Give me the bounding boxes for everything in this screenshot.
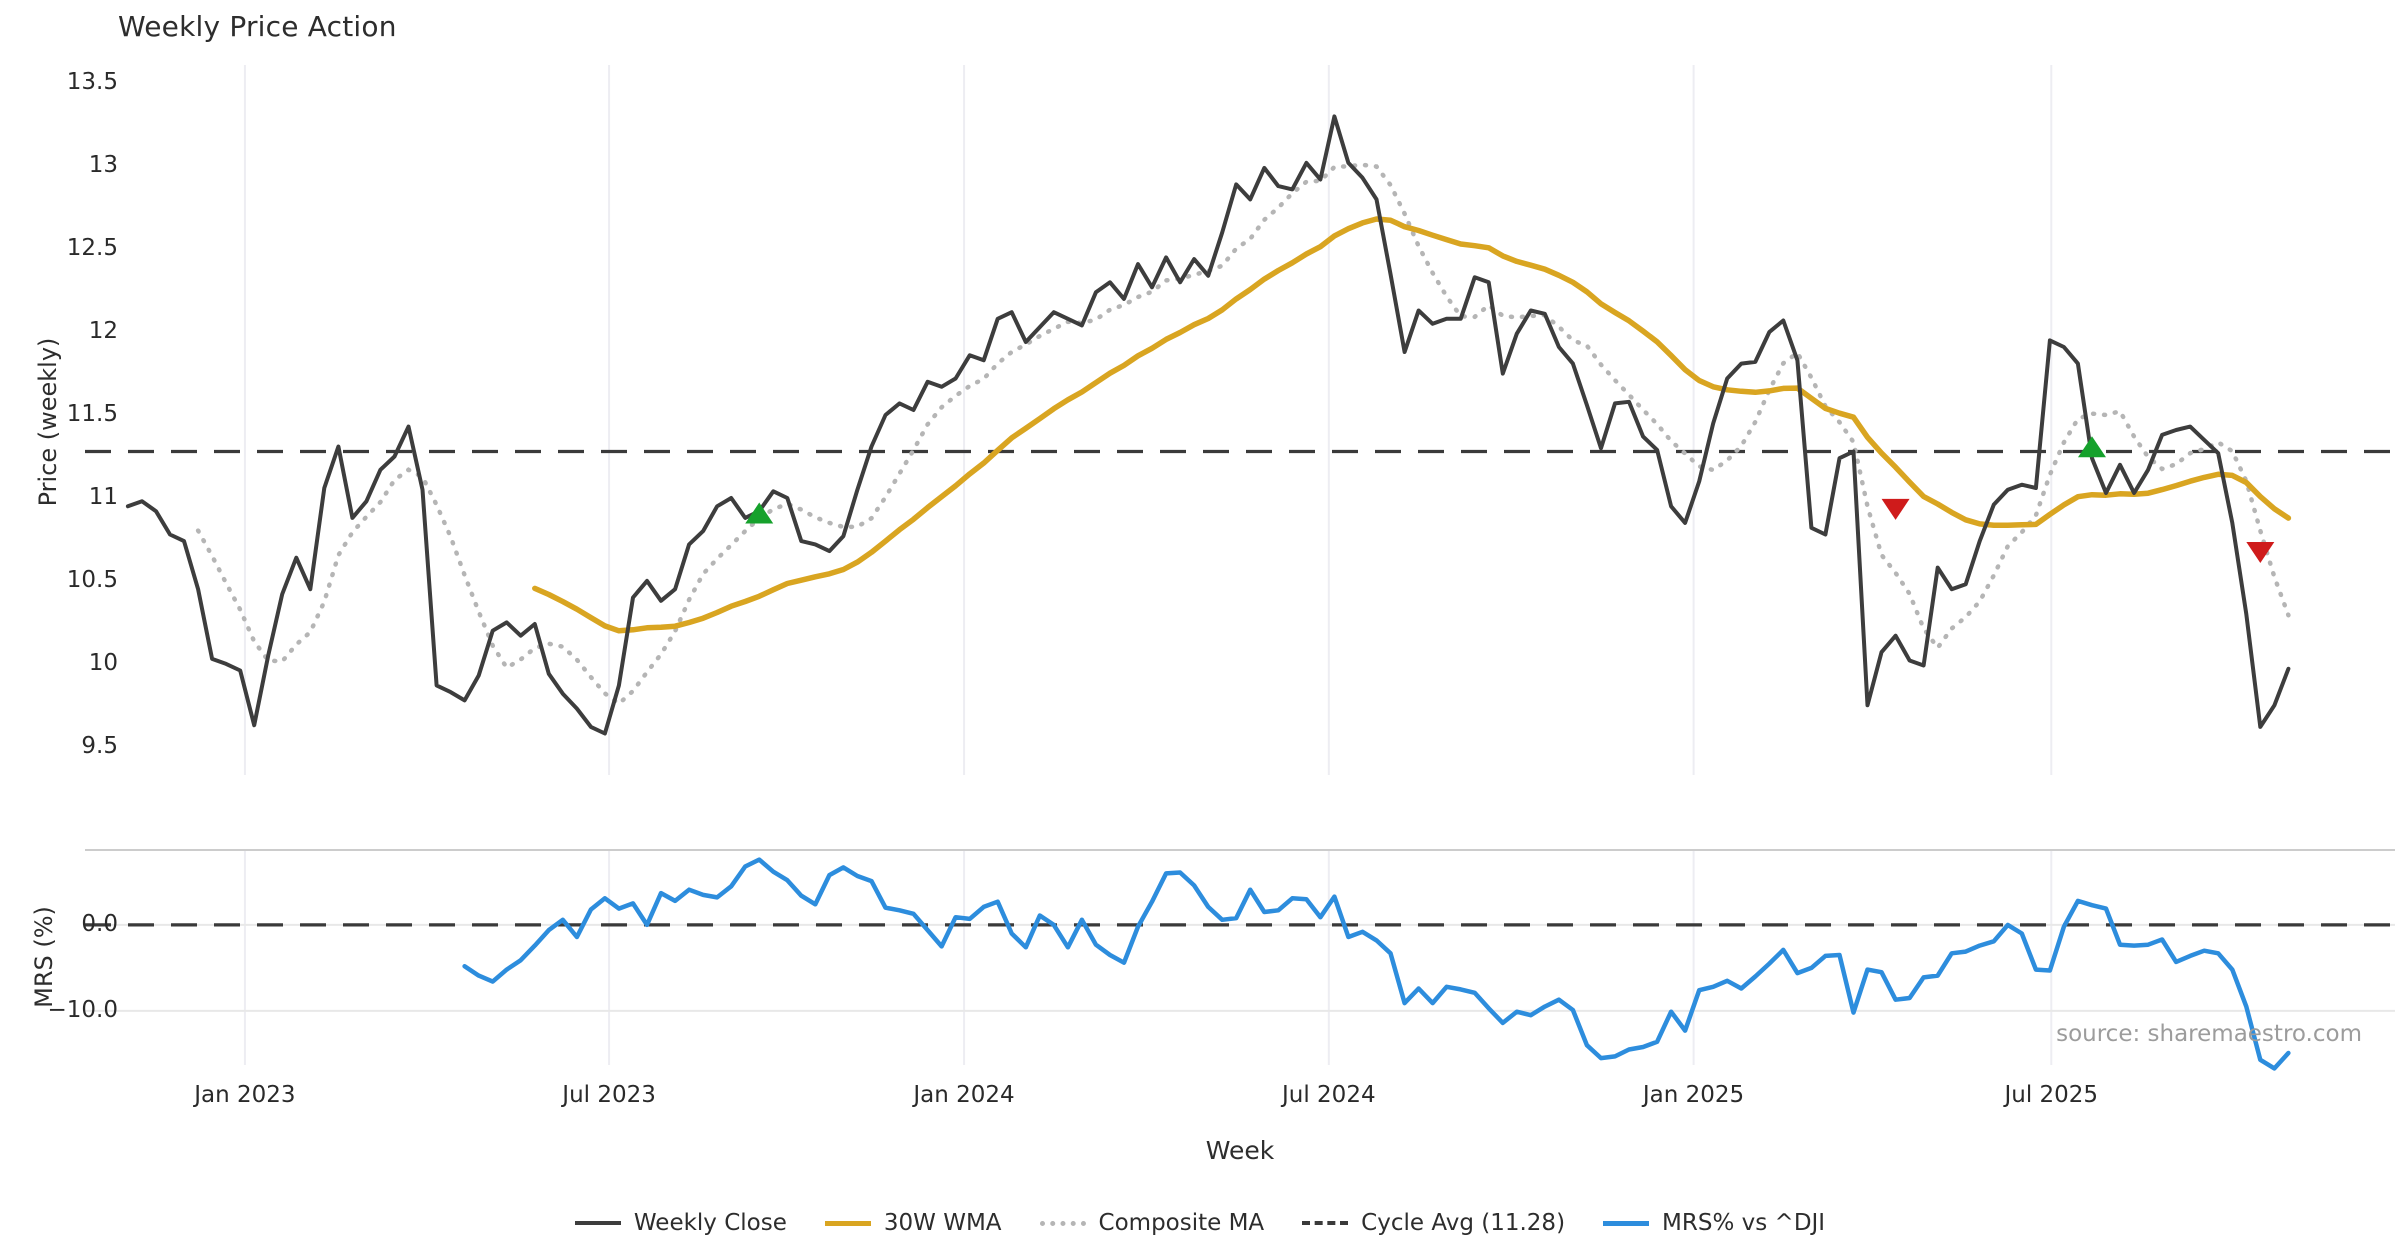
date-tick-label: Jan 2024: [913, 1082, 1015, 1108]
legend-label: Weekly Close: [633, 1210, 787, 1236]
legend-label: Cycle Avg (11.28): [1361, 1210, 1566, 1236]
price-tick-label: 9.5: [81, 732, 118, 759]
mrs-tick-label: 0.0: [81, 910, 118, 937]
date-tick-label: Jan 2025: [1642, 1082, 1745, 1108]
page-title: Weekly Price Action: [118, 10, 397, 43]
buy-marker: [745, 502, 774, 524]
price-tick-label: 13.5: [66, 69, 118, 96]
composite-ma-line: [195, 162, 2291, 707]
weekly-close-swatch-icon: [574, 1221, 621, 1225]
price-tick-label: 10.5: [66, 566, 118, 593]
wma-line: [532, 216, 2292, 634]
price-tick-label: 13: [88, 152, 118, 179]
legend-item-cycle-avg: Cycle Avg (11.28): [1302, 1210, 1565, 1236]
price-tick-label: 11: [88, 483, 118, 510]
legend-item-weekly-close: Weekly Close: [574, 1210, 787, 1236]
legend-label: MRS% vs ^DJI: [1662, 1210, 1826, 1236]
legend-item-wma: 30W WMA: [824, 1210, 1002, 1236]
date-tick-label: Jan 2023: [194, 1082, 296, 1108]
legend-label: 30W WMA: [883, 1210, 1002, 1236]
cycle-avg-swatch-icon: [1302, 1221, 1349, 1225]
composite-ma-swatch-icon: [1039, 1220, 1086, 1226]
price-tick-label: 11.5: [66, 401, 118, 428]
sell-marker: [1881, 498, 1910, 520]
price-tick-label: 12.5: [66, 235, 118, 262]
weekly-close-line: [125, 114, 2291, 736]
price-tick-label: 12: [88, 318, 118, 345]
legend-label: Composite MA: [1098, 1210, 1265, 1236]
legend: Weekly Close 30W WMA Composite MA Cycle …: [0, 1210, 2400, 1236]
sell-marker: [2246, 542, 2275, 564]
mrs-line: [462, 857, 2291, 1071]
date-tick-label: Jul 2023: [562, 1082, 656, 1108]
mrs-swatch-icon: [1603, 1220, 1650, 1226]
legend-item-composite: Composite MA: [1039, 1210, 1265, 1236]
date-tick-label: Jul 2025: [2004, 1082, 2099, 1108]
wma-swatch-icon: [824, 1220, 871, 1226]
date-tick-label: Jul 2024: [1281, 1082, 1376, 1108]
price-tick-label: 10: [88, 649, 118, 676]
legend-item-mrs: MRS% vs ^DJI: [1603, 1210, 1825, 1236]
source-watermark: source: sharemaestro.com: [2056, 1021, 2362, 1047]
mrs-tick-label: −10.0: [47, 996, 118, 1023]
buy-marker: [2077, 436, 2106, 458]
week-axis-label: Week: [1205, 1136, 1275, 1165]
